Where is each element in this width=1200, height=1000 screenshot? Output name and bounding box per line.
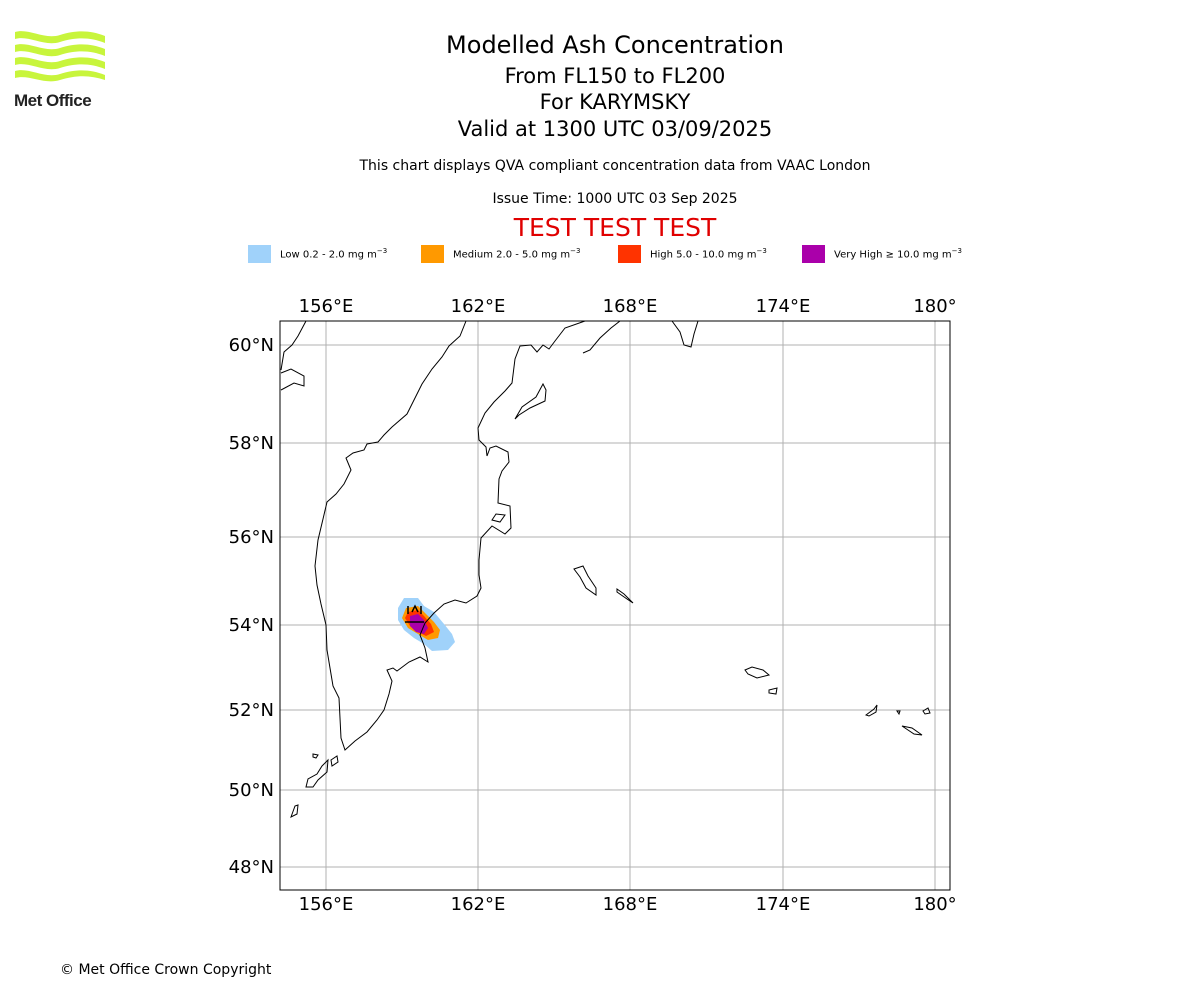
lat-labels: 60°N 58°N 56°N 54°N 52°N 50°N 48°N xyxy=(229,335,274,878)
coast-aleutian-5 xyxy=(901,725,923,736)
legend-high-swatch xyxy=(618,244,641,263)
coast-small-bay-island xyxy=(491,513,506,523)
coast-aleutian-3 xyxy=(864,704,878,717)
lat-label-50: 50°N xyxy=(229,780,274,801)
legend-very-high-swatch xyxy=(802,244,825,263)
lat-label-56: 56°N xyxy=(229,527,274,548)
issue-time: Issue Time: 1000 UTC 03 Sep 2025 xyxy=(492,191,738,207)
coast-kuril-2 xyxy=(330,755,339,767)
lon-labels-bottom: 156°E 162°E 168°E 174°E 180° xyxy=(299,894,957,915)
ash-very-high-area xyxy=(410,614,428,634)
legend-very-high: Very High ≥ 10.0 mg m−3 xyxy=(802,244,962,263)
coast-north-mainland xyxy=(582,320,621,354)
lon-label-top-168: 168°E xyxy=(603,296,658,317)
legend-very-high-label: Very High ≥ 10.0 mg m−3 xyxy=(834,246,962,261)
coast-kamchatka-west xyxy=(314,320,586,751)
volcano-name: For KARYMSKY xyxy=(539,90,691,114)
coast-karaginsky xyxy=(514,382,547,420)
coast-medny-island xyxy=(616,588,634,604)
lon-label-bottom-180: 180° xyxy=(913,894,956,915)
lat-label-54: 54°N xyxy=(229,615,274,636)
volcano-symbol xyxy=(405,604,424,623)
flight-level-range: From FL150 to FL200 xyxy=(504,64,726,88)
legend-medium: Medium 2.0 - 5.0 mg m−3 xyxy=(421,244,580,263)
legend-low-swatch xyxy=(248,244,271,263)
copyright-notice: © Met Office Crown Copyright xyxy=(60,962,272,978)
lon-label-top-180: 180° xyxy=(913,296,956,317)
coast-kuril-4 xyxy=(290,804,299,819)
lon-label-top-174: 174°E xyxy=(756,296,811,317)
legend-medium-label: Medium 2.0 - 5.0 mg m−3 xyxy=(453,246,581,261)
legend-low: Low 0.2 - 2.0 mg m−3 xyxy=(248,244,387,263)
coast-kuril-1 xyxy=(312,753,319,759)
test-banner: TEST TEST TEST xyxy=(513,213,717,242)
lat-label-52: 52°N xyxy=(229,700,274,721)
coastlines xyxy=(280,320,931,819)
lon-label-top-162: 162°E xyxy=(451,296,506,317)
map-frame xyxy=(279,320,951,891)
coast-aleutian-1 xyxy=(744,666,771,679)
legend-low-label: Low 0.2 - 2.0 mg m−3 xyxy=(280,246,388,261)
coast-aleutian-6 xyxy=(922,707,931,715)
coast-bering-island xyxy=(573,565,597,596)
coast-west-edge-bump xyxy=(280,368,305,391)
coast-kuril-3 xyxy=(305,758,329,788)
met-office-logo xyxy=(15,31,105,82)
lat-label-58: 58°N xyxy=(229,433,274,454)
lon-labels-top: 156°E 162°E 168°E 174°E 180° xyxy=(299,296,957,317)
legend-high: High 5.0 - 10.0 mg m−3 xyxy=(618,244,767,263)
legend-medium-swatch xyxy=(421,244,444,263)
coast-aleutian-2 xyxy=(768,687,778,695)
ash-plume xyxy=(398,598,455,651)
lat-label-48: 48°N xyxy=(229,857,274,878)
lon-label-top-156: 156°E xyxy=(299,296,354,317)
chart-description: This chart displays QVA compliant concen… xyxy=(359,158,871,174)
map-gridlines xyxy=(280,321,950,890)
valid-time: Valid at 1300 UTC 03/09/2025 xyxy=(457,117,773,141)
lon-label-bottom-156: 156°E xyxy=(299,894,354,915)
lon-label-bottom-168: 168°E xyxy=(603,894,658,915)
lat-label-60: 60°N xyxy=(229,335,274,356)
coast-okhotsk-north xyxy=(280,320,307,371)
legend-high-label: High 5.0 - 10.0 mg m−3 xyxy=(650,246,767,261)
coast-aleutian-4 xyxy=(896,710,901,716)
lon-label-bottom-174: 174°E xyxy=(756,894,811,915)
met-office-logo-text: Met Office xyxy=(14,91,92,110)
chart-title: Modelled Ash Concentration xyxy=(446,31,784,59)
coast-north-east xyxy=(671,320,699,348)
lon-label-bottom-162: 162°E xyxy=(451,894,506,915)
